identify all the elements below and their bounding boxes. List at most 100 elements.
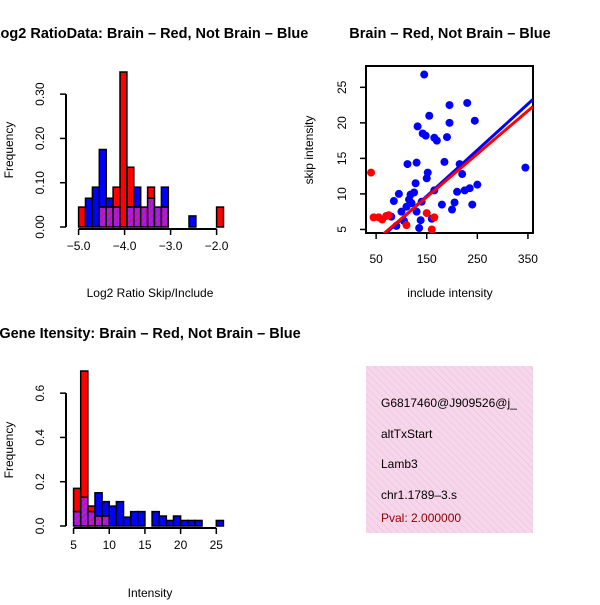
scatter-point-not-brain <box>411 179 420 188</box>
scatter-point-not-brain <box>421 131 430 140</box>
intensity-bar-not-brain-6 <box>115 500 125 527</box>
intensity-x-tick-label: 5 <box>70 538 77 552</box>
gene-intensity-histogram: Gene Itensity: Brain – Red, Not Brain – … <box>0 326 301 600</box>
log2-bar-overlap-5 <box>112 206 121 228</box>
intensity-bar-overlap-0 <box>72 510 82 527</box>
scatter-point-not-brain <box>521 163 530 172</box>
scatter-x-tick-label: 350 <box>518 252 538 266</box>
scatter-point-not-brain <box>465 184 474 193</box>
log2-bar-brain-5 <box>112 186 121 208</box>
log2-bar-brain-7 <box>126 166 135 208</box>
log2-bar-brain-0 <box>77 206 87 228</box>
log2-bar-not-brain-8 <box>133 186 142 208</box>
log2-bar-brain-10 <box>146 186 156 199</box>
intensity-x-tick-label: 25 <box>210 538 224 552</box>
scatter-x-tick-label: 150 <box>417 252 437 266</box>
scatter-point-brain <box>427 225 436 233</box>
log2-bar-overlap-8 <box>133 206 142 228</box>
scatter-point-brain <box>367 168 376 177</box>
scatter-point-not-brain <box>442 133 451 142</box>
intensity-bar-not-brain-16 <box>194 519 203 527</box>
log2-y-tick-label: 0.10 <box>33 171 47 195</box>
log2-y-tick-label: 0.20 <box>33 126 47 150</box>
scatter-y-axis-label: skip intensity <box>302 116 316 185</box>
intensity-bar-not-brain-3 <box>94 492 103 517</box>
intensity-x-tick-label: 15 <box>138 538 152 552</box>
scatter-point-not-brain <box>407 199 416 208</box>
log2-x-tick-label: −2.0 <box>205 239 229 253</box>
intensity-y-tick-label: 0.2 <box>33 473 47 490</box>
scatter-point-not-brain <box>432 136 441 145</box>
scatter-point-not-brain <box>413 122 422 131</box>
scatter-point-not-brain <box>412 207 421 216</box>
log2-bar-not-brain-3 <box>98 148 107 208</box>
scatter-point-not-brain <box>389 197 398 206</box>
scatter-point-brain <box>430 213 439 222</box>
intensity-bar-overlap-3 <box>94 515 103 527</box>
scatter-point-not-brain <box>445 101 454 110</box>
scatter-point-not-brain <box>410 188 419 197</box>
log2-bar-not-brain-16 <box>188 215 197 228</box>
scatter-point-not-brain <box>437 200 446 209</box>
scatter-point-not-brain <box>468 200 477 209</box>
intensity-bar-not-brain-8 <box>129 510 139 527</box>
log2-bar-overlap-3 <box>98 206 107 228</box>
scatter-point-brain <box>402 221 411 230</box>
scatter-point-not-brain <box>403 160 412 169</box>
log2-bar-brain-20 <box>215 206 225 228</box>
intensity-bar-brain-2 <box>87 505 96 513</box>
log2-y-tick-label: 0.30 <box>33 82 47 106</box>
log2-ratio-histogram: Log2 RatioData: Brain – Red, Not Brain –… <box>0 26 308 300</box>
scatter-point-brain <box>384 211 393 220</box>
log2-y-tick-label: 0.00 <box>33 215 47 239</box>
scatter-plot-frame <box>365 65 534 234</box>
intensity-y-tick-label: 0.4 <box>33 429 47 446</box>
fit-line-brain <box>382 105 533 233</box>
intensity-chart-title: Gene Itensity: Brain – Red, Not Brain – … <box>0 326 301 342</box>
scatter-y-tick-label: 25 <box>335 80 349 94</box>
log2-bar-brain-6 <box>119 71 128 228</box>
intensity-bar-not-brain-5 <box>108 505 118 527</box>
log2-bar-overlap-12 <box>160 206 170 228</box>
scatter-point-not-brain <box>453 187 462 196</box>
scatter-y-tick-label: 5 <box>335 226 349 233</box>
scatter-point-not-brain <box>470 116 479 125</box>
info-event-type: altTxStart <box>381 427 433 441</box>
scatter-chart-title: Brain – Red, Not Brain – Blue <box>349 26 550 42</box>
log2-x-axis-label: Log2 Ratio Skip/Include <box>87 286 214 300</box>
log2-chart-title: Log2 RatioData: Brain – Red, Not Brain –… <box>0 26 308 42</box>
info-background <box>366 366 533 533</box>
intensity-y-tick-label: 0.6 <box>33 384 47 401</box>
scatter-y-tick-label: 15 <box>335 151 349 165</box>
intensity-y-tick-label: 0.0 <box>33 517 47 534</box>
scatter-x-axis-label: include intensity <box>407 286 492 300</box>
intensity-bar-not-brain-17 <box>215 519 225 527</box>
scatter-point-not-brain <box>415 224 424 233</box>
scatter-y-tick-label: 20 <box>335 116 349 130</box>
intensity-bar-not-brain-11 <box>158 515 168 527</box>
scatter-point-not-brain <box>425 111 434 120</box>
log2-bar-not-brain-12 <box>160 186 170 208</box>
intensity-bar-not-brain-15 <box>187 519 196 527</box>
scatter-point-brain <box>422 209 431 218</box>
intensity-bar-brain-0 <box>72 487 82 513</box>
scatter-point-not-brain <box>450 198 459 207</box>
scatter-x-tick-label: 50 <box>369 252 383 266</box>
log2-bar-overlap-4 <box>105 206 114 228</box>
scatter-point-not-brain <box>448 205 457 214</box>
info-event-id: G6817460@J909526@j_ <box>381 396 517 410</box>
info-gene-name: Lamb3 <box>381 457 418 471</box>
log2-bar-overlap-10 <box>146 197 156 228</box>
log2-bar-overlap-7 <box>126 206 135 228</box>
intensity-bar-overlap-2 <box>87 510 96 527</box>
info-location: chr1.1789–3.s <box>381 488 457 502</box>
intensity-bar-brain-1 <box>79 370 89 498</box>
scatter-point-not-brain <box>420 70 429 79</box>
intensity-bar-not-brain-14 <box>179 519 189 527</box>
intensity-y-axis-label: Frequency <box>2 422 16 479</box>
log2-x-tick-label: −5.0 <box>67 239 91 253</box>
scatter-point-not-brain <box>445 118 454 127</box>
intensity-bar-not-brain-12 <box>165 519 175 527</box>
scatter-point-not-brain <box>397 207 406 216</box>
intensity-x-tick-label: 20 <box>174 538 188 552</box>
